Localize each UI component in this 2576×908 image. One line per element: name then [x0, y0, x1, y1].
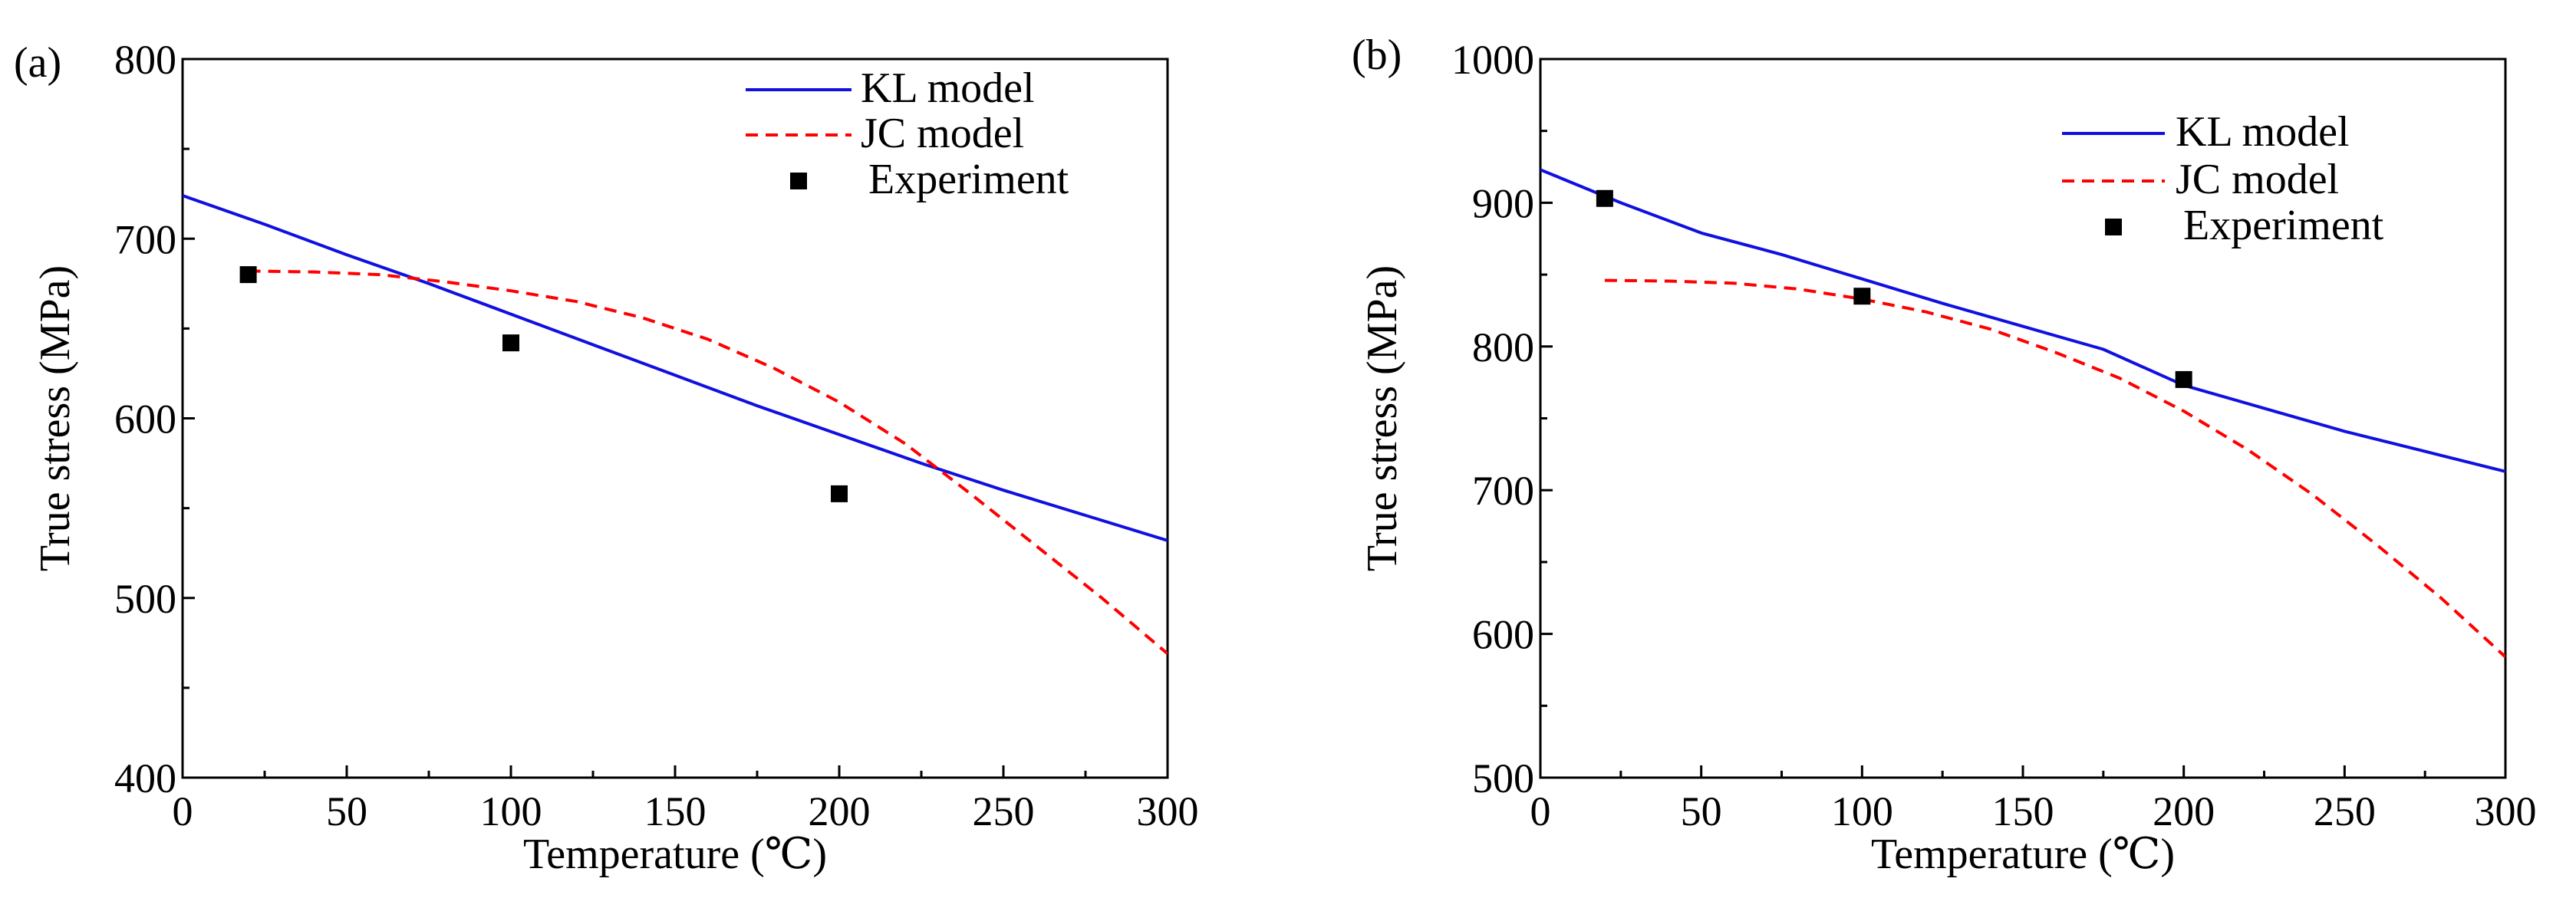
x-tick-label: 300	[2475, 788, 2537, 834]
y-axis-title: True stress (MPa)	[1359, 265, 1406, 571]
experiment-point	[502, 334, 519, 352]
y-tick-label: 900	[1472, 180, 1534, 226]
legend-label: Experiment	[868, 156, 1069, 203]
x-tick-label: 200	[2153, 788, 2215, 834]
plot-area	[1540, 168, 2505, 659]
experiment-point	[239, 266, 257, 284]
panel-label: (b)	[1352, 31, 1402, 79]
x-axis-title: Temperature (℃)	[523, 831, 827, 878]
experiment-point	[1596, 189, 1613, 207]
x-tick-label: 50	[326, 788, 367, 834]
chart-panel-b: 0 50 100 150 200 250 300 500 600 700 800 900 1000 Tem…	[1352, 31, 2537, 878]
x-tick-label: 150	[1992, 788, 2054, 834]
x-tick-label: 300	[1137, 788, 1199, 834]
y-tick-label: 700	[114, 216, 176, 262]
x-tick-label: 150	[644, 788, 707, 834]
x-tick-label: 100	[1831, 788, 1893, 834]
experiment-point	[2175, 370, 2192, 388]
y-tick-label: 500	[1472, 755, 1534, 801]
legend-swatch-marker	[790, 173, 807, 189]
y-tick-label: 700	[1472, 468, 1534, 514]
x-tick-label: 250	[973, 788, 1035, 834]
y-tick-label: 1000	[1451, 37, 1534, 83]
legend-label: JC model	[861, 110, 1024, 157]
y-tick-label: 400	[114, 755, 176, 801]
x-tick-label: 0	[1530, 788, 1551, 834]
panel-label: (a)	[14, 39, 61, 87]
kl-model-line	[1540, 168, 2505, 473]
x-tick-label: 250	[2314, 788, 2376, 834]
y-tick-label: 600	[114, 396, 176, 442]
y-tick-label: 500	[114, 576, 176, 622]
x-tick-label: 100	[480, 788, 542, 834]
x-tick-label: 200	[809, 788, 871, 834]
plot-frame	[1539, 58, 2507, 779]
experiment-point	[1853, 288, 1871, 305]
y-tick-label: 600	[1472, 612, 1534, 658]
y-tick-label: 800	[1472, 324, 1534, 370]
legend-label: KL model	[861, 64, 1035, 112]
experiment-point	[831, 485, 848, 502]
y-axis-title: True stress (MPa)	[31, 265, 79, 571]
kl-model-line	[183, 194, 1168, 542]
y-tick-label: 800	[114, 37, 176, 83]
x-tick-label: 0	[173, 788, 193, 834]
jc-model-line	[1604, 278, 2505, 659]
legend-label: KL model	[2176, 108, 2350, 156]
jc-model-line	[248, 269, 1168, 655]
legend-label: JC model	[2176, 156, 2339, 203]
legend-label: Experiment	[2183, 202, 2384, 249]
x-tick-label: 50	[1681, 788, 1722, 834]
x-axis-title: Temperature (℃)	[1871, 831, 2175, 878]
plot-area	[183, 194, 1168, 655]
legend-swatch-marker	[2105, 219, 2122, 235]
chart-panel-a: 0 50 100 150 200 250 300 400 500 600 700 800 Tempera…	[14, 37, 1199, 878]
